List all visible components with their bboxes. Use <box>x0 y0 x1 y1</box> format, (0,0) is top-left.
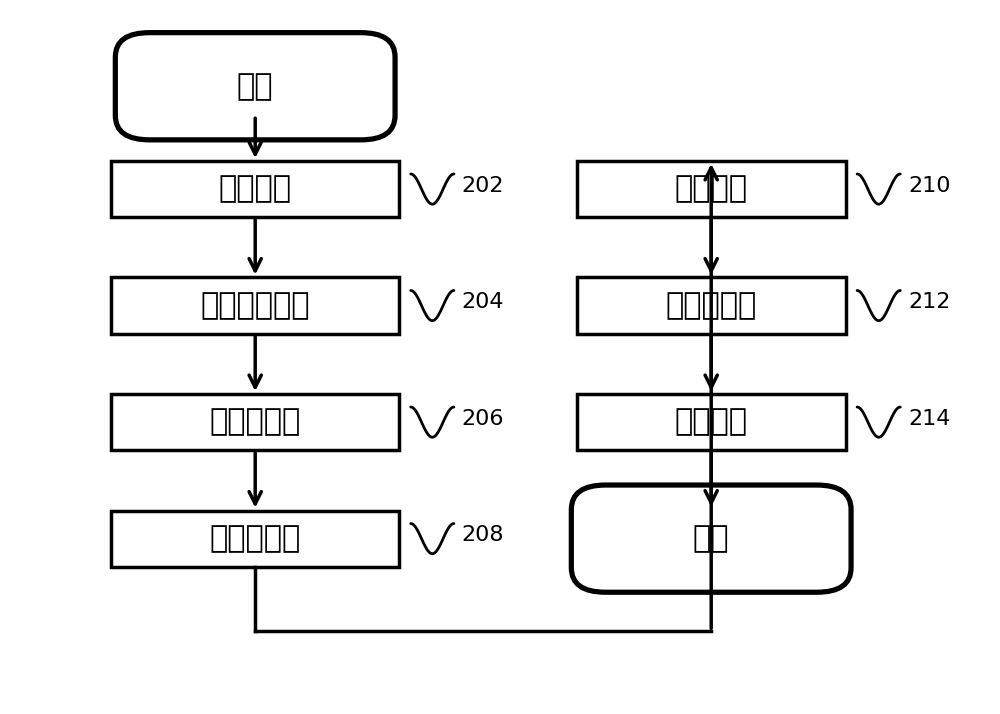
Text: 212: 212 <box>908 292 950 312</box>
Text: 开始: 开始 <box>237 71 273 101</box>
Text: 三维显示: 三维显示 <box>675 408 748 437</box>
Text: 提取等値面: 提取等値面 <box>210 408 301 437</box>
FancyBboxPatch shape <box>577 161 846 217</box>
Text: 平滑处理: 平滑处理 <box>675 174 748 203</box>
Text: 204: 204 <box>462 292 504 312</box>
Text: 202: 202 <box>462 176 504 196</box>
Text: 210: 210 <box>908 176 950 196</box>
Text: 结束: 结束 <box>693 524 729 553</box>
Text: 读取图像序列: 读取图像序列 <box>200 291 310 320</box>
FancyBboxPatch shape <box>577 278 846 333</box>
Text: 208: 208 <box>462 526 504 545</box>
FancyBboxPatch shape <box>111 278 399 333</box>
FancyBboxPatch shape <box>111 161 399 217</box>
Text: 206: 206 <box>462 408 504 428</box>
FancyBboxPatch shape <box>115 33 395 140</box>
Text: 等値面拼接: 等値面拼接 <box>666 291 757 320</box>
FancyBboxPatch shape <box>577 394 846 451</box>
FancyBboxPatch shape <box>111 394 399 451</box>
FancyBboxPatch shape <box>571 485 851 592</box>
Text: 面模型简化: 面模型简化 <box>210 524 301 553</box>
Text: 214: 214 <box>908 408 950 428</box>
FancyBboxPatch shape <box>111 511 399 567</box>
Text: 肝脏分割: 肝脏分割 <box>219 174 292 203</box>
